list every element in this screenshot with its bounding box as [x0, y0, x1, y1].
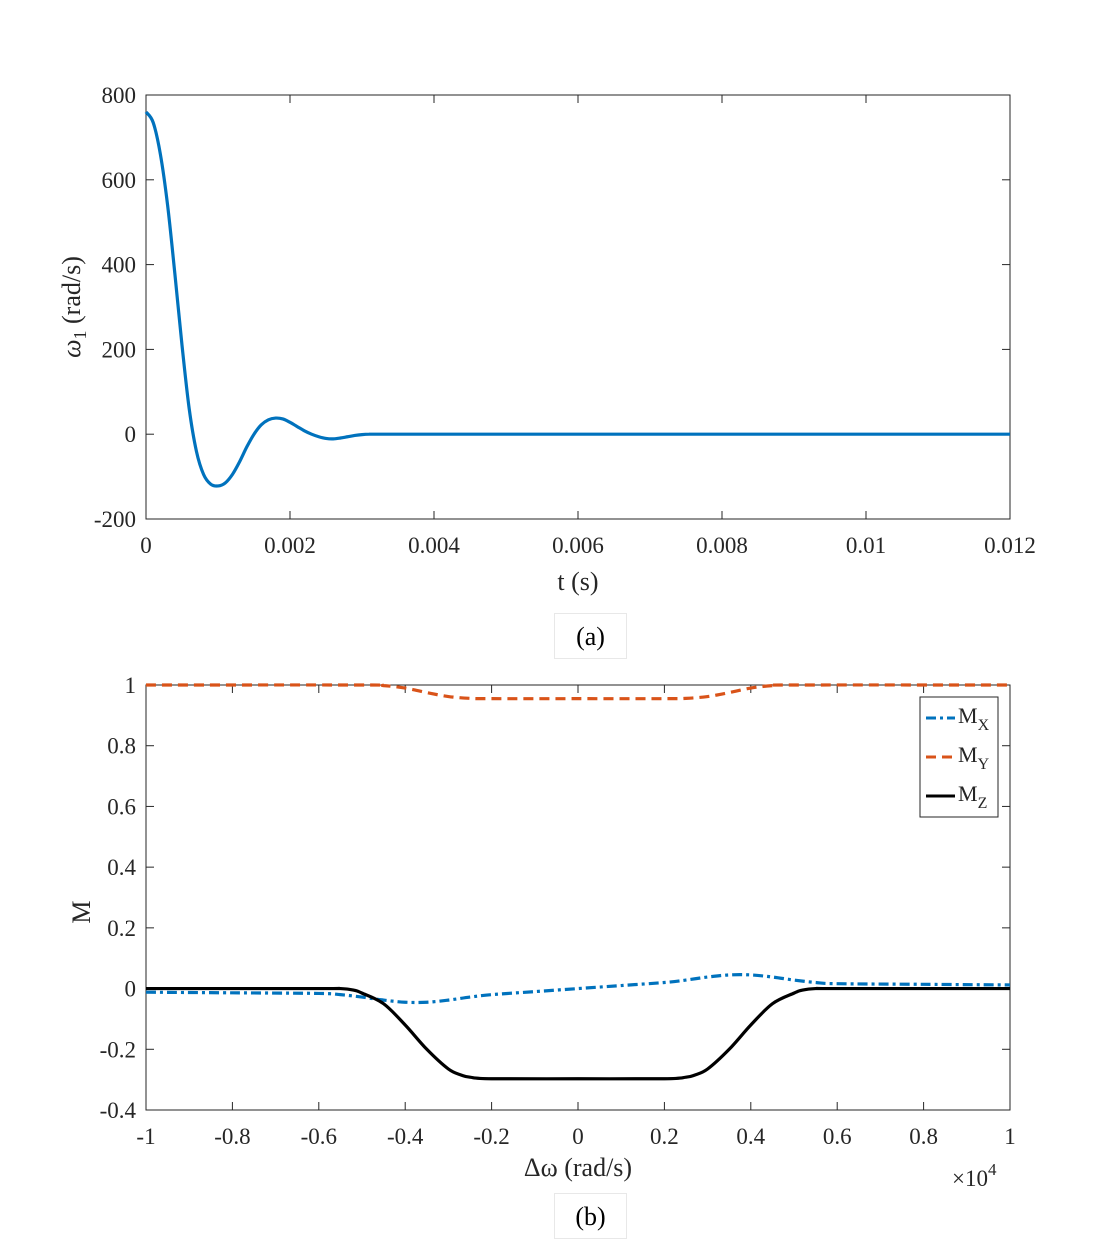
legend-label-my-base: M	[958, 742, 978, 767]
legend-label-mx-sub: X	[978, 717, 990, 734]
legend-item-mx: MX	[926, 703, 990, 734]
chart-b-x-ticks: -1 -0.8 -0.6 -0.4 -0.2 0 0.2 0.4 0.6 0.8 1	[136, 685, 1016, 1149]
a-y-tick-label: 200	[102, 337, 137, 362]
chart-a-axes-box	[145, 94, 1011, 520]
a-x-tick-label: 0.01	[846, 533, 886, 558]
a-x-tick-label: 0.002	[264, 533, 316, 558]
chart-b-x-exponent: ×104	[952, 1160, 997, 1191]
chart-b-x-exponent-power: 4	[988, 1160, 997, 1179]
a-y-tick-label: 800	[102, 83, 137, 108]
legend-label-my-sub: Y	[978, 756, 990, 773]
b-series-line-0	[145, 973, 1011, 1005]
chart-a-x-ticks: 0 0.002 0.004 0.006 0.008 0.01 0.012	[140, 95, 1036, 558]
chart-a-y-label-symbol: ω	[57, 340, 86, 358]
chart-b-x-label: Δω (rad/s)	[524, 1153, 632, 1182]
chart-b: -1 -0.8 -0.6 -0.4 -0.2 0 0.2 0.4 0.6 0.8 1 -0.4-0.…	[67, 673, 1016, 1191]
a-x-tick-label: 0.008	[696, 533, 748, 558]
b-y-tick-label: 1	[125, 673, 137, 698]
chart-a-y-label-rest: (rad/s)	[57, 256, 86, 330]
b-x-tick-label: 0.8	[909, 1124, 938, 1149]
chart-a-y-label-sub: 1	[70, 331, 90, 340]
b-y-tick-label: 0.2	[107, 916, 136, 941]
a-x-tick-label: 0.004	[408, 533, 460, 558]
b-x-tick-label: -1	[136, 1124, 155, 1149]
chart-b-y-label: M	[67, 900, 96, 923]
chart-b-series-group	[145, 683, 1011, 1081]
b-x-tick-label: -0.8	[214, 1124, 250, 1149]
legend-item-mz: MZ	[926, 781, 987, 812]
legend-label-mz: MZ	[958, 781, 987, 812]
a-y-tick-label: -200	[94, 507, 136, 532]
caption-b: (b)	[554, 1193, 627, 1239]
b-y-tick-label: -0.2	[100, 1037, 136, 1062]
b-x-tick-label: 0.4	[736, 1124, 765, 1149]
b-series-line-1	[145, 683, 1011, 701]
chart-b-axes-box	[145, 684, 1011, 1111]
legend-label-my: MY	[958, 742, 990, 773]
b-x-tick-label: -0.4	[387, 1124, 424, 1149]
b-y-tick-label: 0	[125, 977, 137, 1002]
b-series-line-2	[145, 986, 1010, 1081]
a-y-tick-label: 600	[102, 168, 137, 193]
legend-label-mz-sub: Z	[978, 795, 988, 812]
chart-b-y-ticks: -0.4 -0.2 0 0.2 0.4 0.6 0.8 1	[100, 673, 1010, 1123]
b-y-tick-label: 0.4	[107, 855, 136, 880]
chart-a-y-ticks: -200 0 200 400 600 800	[94, 83, 1010, 532]
chart-a: 0 0.002 0.004 0.006 0.008 0.01 0.012 -20002004…	[57, 83, 1036, 596]
caption-a: (a)	[554, 613, 627, 659]
a-y-tick-label: 0	[125, 422, 137, 447]
a-x-tick-label: 0.006	[552, 533, 604, 558]
chart-a-y-label: ω1 (rad/s)	[57, 256, 90, 358]
a-series-line-0	[144, 110, 1010, 488]
legend-label-mx-base: M	[958, 703, 978, 728]
a-x-tick-label: 0	[140, 533, 152, 558]
legend-item-my: MY	[926, 742, 990, 773]
b-x-tick-label: 0.6	[823, 1124, 852, 1149]
b-x-tick-label: -0.6	[301, 1124, 337, 1149]
b-y-tick-label: -0.4	[100, 1098, 137, 1123]
chart-a-series-group	[144, 110, 1010, 488]
b-x-tick-label: 0.2	[650, 1124, 679, 1149]
a-y-tick-label: 400	[102, 253, 137, 278]
b-y-tick-label: 0.8	[107, 734, 136, 759]
b-y-tick-label: 0.6	[107, 794, 136, 819]
chart-b-legend: MX MY MZ	[919, 696, 999, 818]
a-x-tick-label: 0.012	[984, 533, 1036, 558]
legend-label-mz-base: M	[958, 781, 978, 806]
b-x-tick-label: -0.2	[473, 1124, 509, 1149]
chart-b-x-exponent-base: ×10	[952, 1166, 988, 1191]
legend-label-mx: MX	[958, 703, 990, 734]
chart-a-x-label: t (s)	[557, 567, 598, 596]
b-x-tick-label: 0	[572, 1124, 584, 1149]
b-x-tick-label: 1	[1004, 1124, 1016, 1149]
